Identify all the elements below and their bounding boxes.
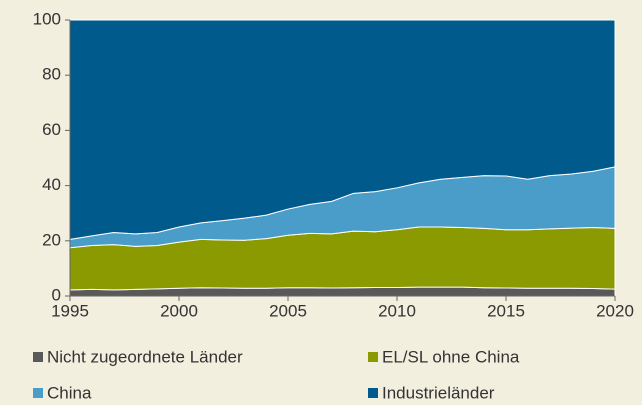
x-tick-label: 2005: [269, 301, 307, 320]
legend-swatch: [33, 388, 43, 398]
y-tick-label: 20: [42, 230, 61, 249]
legend-swatch: [368, 388, 378, 398]
y-tick-label: 100: [33, 9, 61, 28]
x-tick-label: 2010: [378, 301, 416, 320]
x-tick-label: 2015: [487, 301, 525, 320]
legend-swatch: [368, 352, 378, 362]
y-tick-label: 40: [42, 175, 61, 194]
legend-label: Nicht zugeordnete Länder: [47, 347, 243, 366]
x-tick-label: 1995: [51, 301, 89, 320]
x-tick-label: 2020: [596, 301, 634, 320]
x-tick-label: 2000: [160, 301, 198, 320]
legend-label: EL/SL ohne China: [382, 347, 520, 366]
y-tick-label: 0: [52, 285, 61, 304]
area: [69, 19, 616, 241]
y-tick-label: 60: [42, 120, 61, 139]
y-tick-label: 80: [42, 65, 61, 84]
legend-label: Industrieländer: [382, 383, 495, 402]
legend-swatch: [33, 352, 43, 362]
legend-label: China: [47, 383, 92, 402]
